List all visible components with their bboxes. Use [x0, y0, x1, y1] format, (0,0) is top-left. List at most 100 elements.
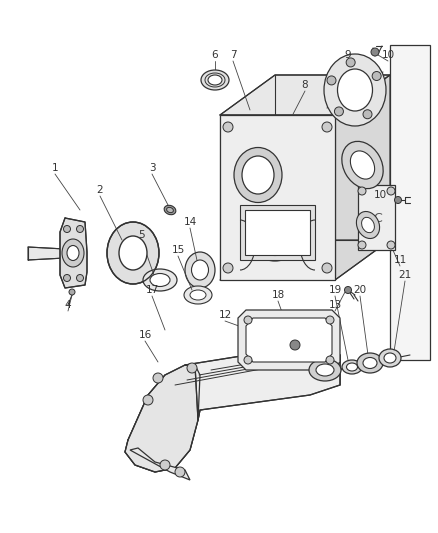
Text: 1: 1 — [52, 163, 58, 173]
Circle shape — [223, 122, 233, 132]
Circle shape — [64, 225, 71, 232]
Ellipse shape — [254, 229, 295, 261]
Polygon shape — [244, 210, 309, 255]
Circle shape — [362, 110, 371, 119]
Ellipse shape — [350, 151, 374, 179]
Ellipse shape — [341, 141, 382, 189]
Ellipse shape — [378, 349, 400, 367]
Ellipse shape — [323, 54, 385, 126]
Ellipse shape — [315, 364, 333, 376]
Text: 6: 6 — [211, 50, 218, 60]
Ellipse shape — [201, 70, 229, 90]
Ellipse shape — [166, 207, 173, 213]
Text: 18: 18 — [271, 290, 284, 300]
Circle shape — [346, 58, 354, 67]
Polygon shape — [130, 448, 190, 480]
Polygon shape — [389, 45, 429, 360]
Text: 17: 17 — [145, 285, 158, 295]
Circle shape — [394, 197, 401, 204]
Ellipse shape — [261, 235, 288, 255]
Polygon shape — [219, 115, 334, 280]
Circle shape — [386, 187, 394, 195]
Ellipse shape — [107, 222, 159, 284]
Ellipse shape — [241, 156, 273, 194]
Text: 9: 9 — [344, 50, 350, 60]
Text: 7: 7 — [229, 50, 236, 60]
Text: C: C — [373, 212, 381, 224]
Circle shape — [159, 460, 170, 470]
Text: 10: 10 — [373, 190, 386, 200]
Ellipse shape — [341, 360, 361, 374]
Ellipse shape — [346, 363, 357, 371]
Ellipse shape — [356, 353, 382, 373]
Polygon shape — [28, 247, 65, 260]
Polygon shape — [237, 310, 339, 370]
Circle shape — [187, 363, 197, 373]
Circle shape — [371, 71, 380, 80]
Circle shape — [321, 122, 331, 132]
Circle shape — [370, 48, 378, 56]
Ellipse shape — [356, 212, 379, 238]
Circle shape — [223, 263, 233, 273]
Ellipse shape — [337, 69, 372, 111]
Circle shape — [244, 356, 251, 364]
Polygon shape — [357, 185, 394, 250]
Text: 5: 5 — [138, 230, 145, 240]
Circle shape — [175, 467, 184, 477]
Text: 13: 13 — [328, 300, 341, 310]
Circle shape — [153, 373, 162, 383]
Ellipse shape — [208, 75, 222, 85]
Polygon shape — [60, 218, 87, 288]
Polygon shape — [245, 318, 331, 362]
Text: 20: 20 — [353, 285, 366, 295]
Circle shape — [334, 107, 343, 116]
Circle shape — [321, 263, 331, 273]
Ellipse shape — [164, 205, 176, 215]
Ellipse shape — [191, 260, 208, 280]
Circle shape — [344, 287, 351, 294]
Polygon shape — [125, 345, 339, 472]
Ellipse shape — [143, 269, 177, 291]
Ellipse shape — [308, 359, 340, 381]
Circle shape — [325, 356, 333, 364]
Text: 8: 8 — [301, 80, 307, 90]
Text: 21: 21 — [397, 270, 411, 280]
Circle shape — [244, 316, 251, 324]
Polygon shape — [219, 75, 389, 115]
Circle shape — [290, 340, 299, 350]
Text: 19: 19 — [328, 285, 341, 295]
Text: 12: 12 — [218, 310, 231, 320]
Ellipse shape — [62, 239, 84, 267]
Ellipse shape — [67, 246, 79, 261]
Ellipse shape — [233, 148, 281, 203]
Polygon shape — [184, 345, 339, 420]
Circle shape — [326, 76, 335, 85]
Text: 15: 15 — [171, 245, 184, 255]
Polygon shape — [240, 205, 314, 260]
Circle shape — [76, 225, 83, 232]
Circle shape — [325, 316, 333, 324]
Text: 11: 11 — [392, 255, 406, 265]
Text: 3: 3 — [148, 163, 155, 173]
Ellipse shape — [184, 252, 215, 288]
Ellipse shape — [383, 353, 395, 363]
Text: 10: 10 — [381, 50, 394, 60]
Polygon shape — [334, 75, 389, 280]
Polygon shape — [125, 365, 200, 472]
Ellipse shape — [361, 217, 374, 233]
Text: 16: 16 — [138, 330, 151, 340]
Ellipse shape — [150, 273, 170, 287]
Circle shape — [64, 274, 71, 281]
Ellipse shape — [119, 236, 147, 270]
Polygon shape — [274, 75, 389, 240]
Circle shape — [143, 395, 153, 405]
Circle shape — [357, 187, 365, 195]
Text: 14: 14 — [183, 217, 196, 227]
Text: 4: 4 — [64, 300, 71, 310]
Circle shape — [76, 274, 83, 281]
Circle shape — [69, 289, 75, 295]
Ellipse shape — [184, 286, 212, 304]
Text: 2: 2 — [96, 185, 103, 195]
Ellipse shape — [362, 358, 376, 368]
Circle shape — [357, 241, 365, 249]
